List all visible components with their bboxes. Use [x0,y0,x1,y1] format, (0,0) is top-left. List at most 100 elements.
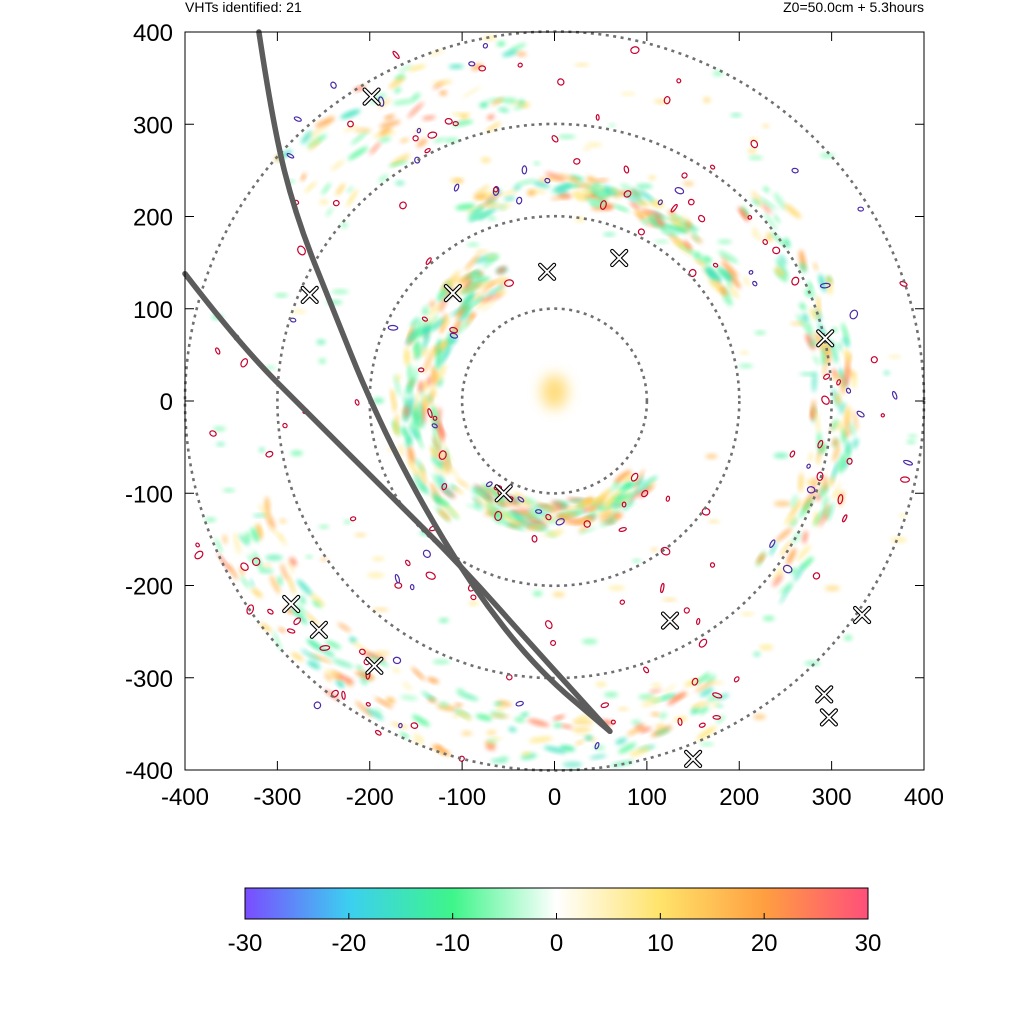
contour-loop [677,717,683,726]
field-streak [593,178,609,183]
contour-loop [769,539,776,549]
field-streak [462,86,482,99]
field-streak [406,327,417,345]
field-streak [517,99,525,106]
field-patch [372,607,389,612]
field-streak [395,374,401,382]
contour-loop [856,410,865,418]
contour-loop [557,78,565,86]
contour-loop [709,562,716,568]
field-streak [663,684,677,694]
field-streak [418,380,424,393]
field-streak [698,706,709,715]
field-streak [430,445,438,459]
field-streak [346,189,358,207]
field-patch [305,555,313,559]
field-patch [740,351,749,355]
field-streak [475,291,482,299]
field-streak [835,393,841,405]
field-streak [664,224,687,234]
field-streak [703,267,723,282]
field-streak [436,347,442,371]
vht-marker [362,87,381,106]
field-patch [395,180,405,186]
contour-loop [663,96,671,105]
field-streak [452,112,471,116]
field-streak [742,276,751,287]
field-patch [258,447,265,453]
contour-loop [551,135,559,143]
field-streak [432,79,453,86]
field-streak [600,204,613,210]
field-streak [832,444,840,462]
field-streak [810,339,816,347]
storm-tracks [182,29,613,735]
field-streak [532,504,551,510]
field-streak [839,401,846,415]
field-streak [574,182,594,189]
field-streak [535,525,544,531]
vht-marker-fill [539,263,556,280]
vht-marker-fill [817,330,834,347]
field-patch [468,601,479,606]
field-patch [610,188,618,192]
field-patch [574,63,590,67]
field-streak [822,496,829,508]
field-streak [411,666,426,681]
field-streak [790,494,798,509]
field-streak [648,481,656,491]
field-streak [427,303,445,316]
contour-loop [660,582,665,594]
field-streak [481,296,499,313]
contour-loop [789,450,796,458]
contour-loop [449,332,459,339]
field-patch [595,682,607,687]
contour-loop [665,495,671,502]
field-streak [410,327,423,342]
field-streak [620,183,632,191]
x-tick-label: -200 [346,784,394,811]
contour-loop [427,131,438,139]
field-streak [452,318,462,336]
field-patch [354,127,372,133]
x-tick-label: -300 [253,784,301,811]
field-streak [379,120,401,128]
field-streak [779,254,787,266]
vht-marker [537,262,557,281]
field-streak [694,259,705,266]
contour-loop [772,246,781,255]
contour-loop [762,238,769,246]
field-streak [306,134,327,148]
field-streak [491,97,504,106]
field-patch [717,239,732,245]
contour-loop [517,496,525,503]
field-streak [716,715,726,724]
field-patch [582,147,591,151]
field-streak [703,255,712,263]
contour-loop [240,562,249,571]
field-streak [811,371,818,393]
field-streak [252,551,264,571]
contour-loop [404,559,411,567]
y-tick-label: 400 [133,20,173,47]
field-streak [321,182,331,195]
field-streak [343,124,359,132]
contour-loop [494,510,503,522]
field-streak [638,189,655,203]
field-streak [473,502,481,509]
field-streak [460,283,479,294]
field-streak [779,540,792,557]
contour-loop [750,139,759,149]
field-streak [481,484,492,493]
field-patch [553,722,562,728]
contour-loop [354,399,360,406]
field-streak [828,476,835,487]
field-streak [441,503,460,518]
field-streak [471,205,485,214]
field-streak [421,323,431,334]
field-patch [373,651,390,656]
field-streak [405,376,416,395]
field-streak [853,409,859,432]
contour-loop [347,120,354,128]
field-streak [816,454,821,465]
